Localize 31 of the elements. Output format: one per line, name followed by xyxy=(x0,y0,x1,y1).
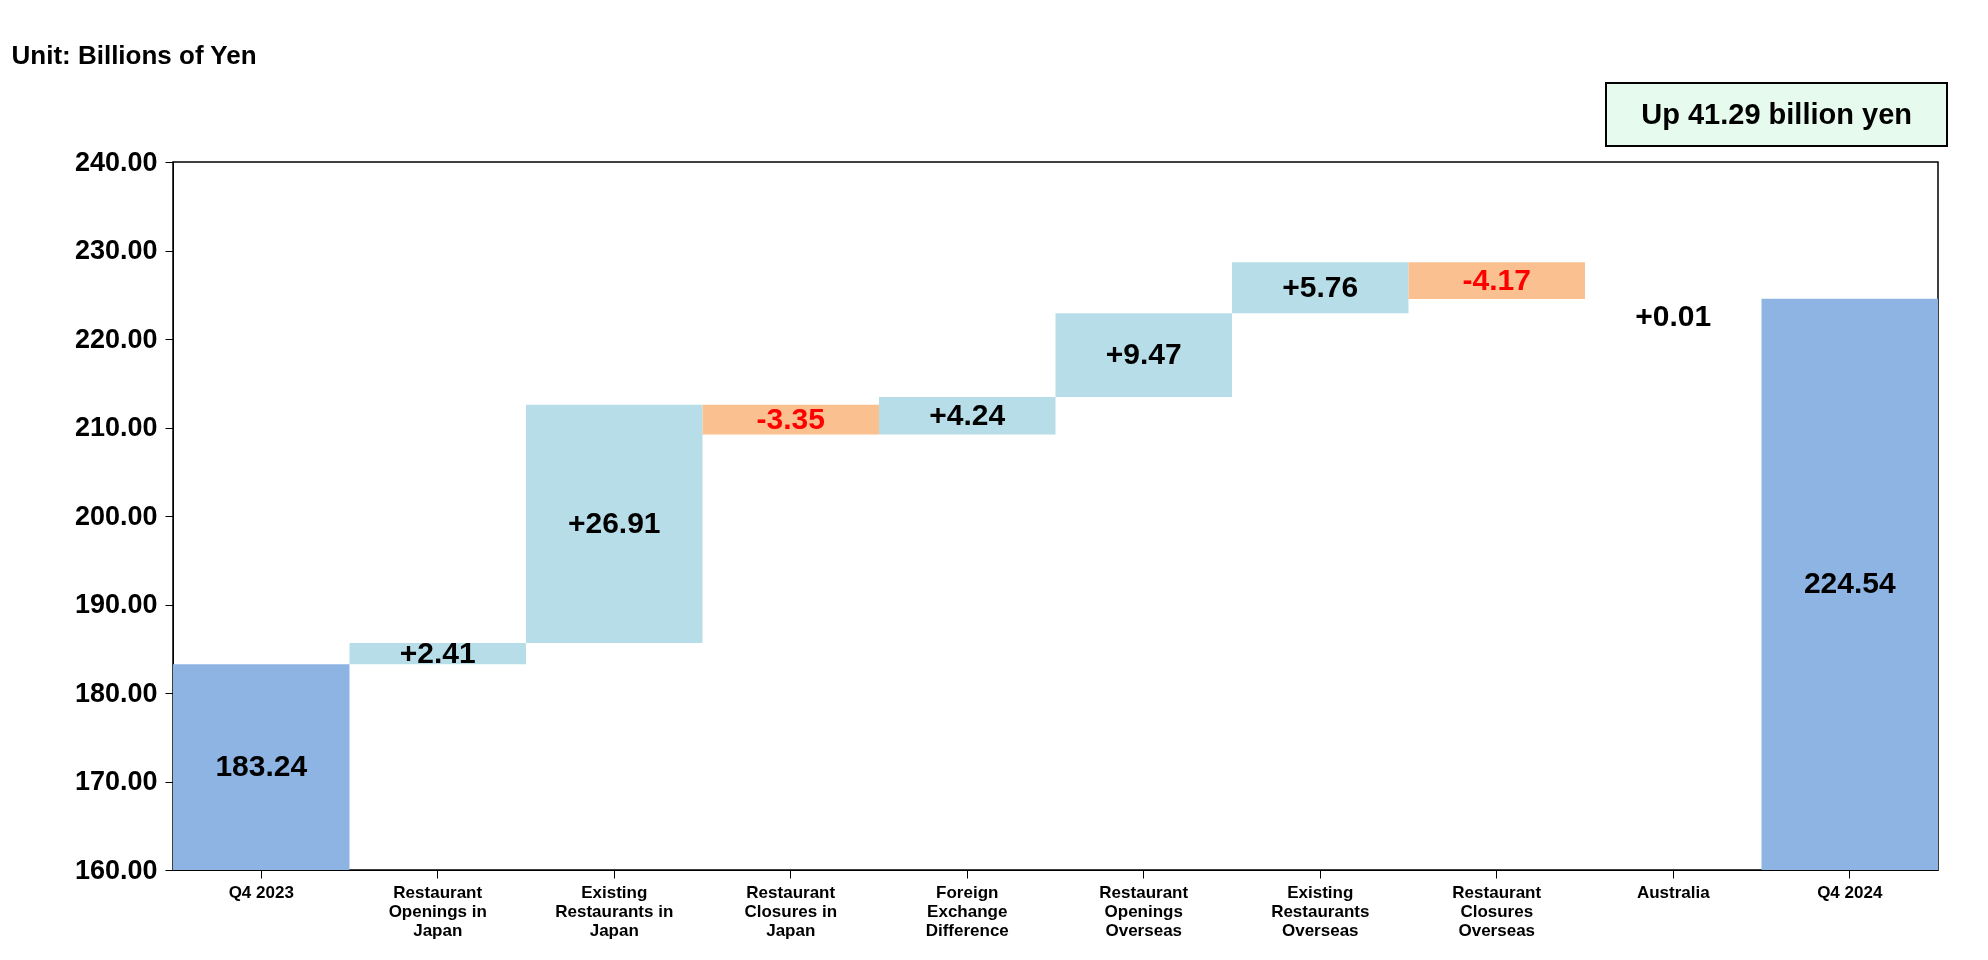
x-tick-label: Q4 2023 xyxy=(228,882,294,902)
y-tick-label: 190.00 xyxy=(74,589,158,619)
data-label: +5.76 xyxy=(1282,269,1359,303)
y-tick-label: 240.00 xyxy=(74,146,158,177)
x-tick-label: Q4 2024 xyxy=(1817,882,1883,902)
x-tick-label: Existing Restaurants Overseas xyxy=(1271,882,1370,940)
y-tick-label: 210.00 xyxy=(74,412,158,442)
x-tick-label: Restaurant Closures in Japan xyxy=(744,882,838,940)
y-tick-label: 180.00 xyxy=(74,677,158,708)
x-tick-label: Foreign Exchange Difference xyxy=(925,882,1009,940)
x-tick-label: Australia xyxy=(1636,882,1711,902)
data-label: -3.35 xyxy=(756,401,825,435)
y-tick-label: 160.00 xyxy=(74,854,158,885)
x-tick-label: Existing Restaurants in Japan xyxy=(555,882,674,940)
y-axis-title: Unit: Billions of Yen xyxy=(11,39,257,70)
y-tick-label: 170.00 xyxy=(74,766,158,796)
data-label: +9.47 xyxy=(1105,337,1182,371)
data-label: +0.01 xyxy=(1635,299,1712,333)
x-tick-label: Restaurant Openings Overseas xyxy=(1099,882,1189,940)
y-tick-label: 220.00 xyxy=(74,323,158,354)
data-label: 224.54 xyxy=(1803,566,1896,600)
data-label: +26.91 xyxy=(567,505,661,539)
data-label: 183.24 xyxy=(215,749,308,783)
data-label: -4.17 xyxy=(1462,262,1531,296)
note-box: Up 41.29 billion yen xyxy=(1605,82,1948,147)
data-label: +2.41 xyxy=(399,635,476,669)
y-tick-label: 200.00 xyxy=(74,500,158,531)
y-tick-label: 230.00 xyxy=(74,235,158,265)
x-tick-label: Restaurant Openings in Japan xyxy=(388,882,487,940)
data-label: +4.24 xyxy=(929,397,1006,431)
x-tick-label: Restaurant Closures Overseas xyxy=(1452,882,1542,940)
